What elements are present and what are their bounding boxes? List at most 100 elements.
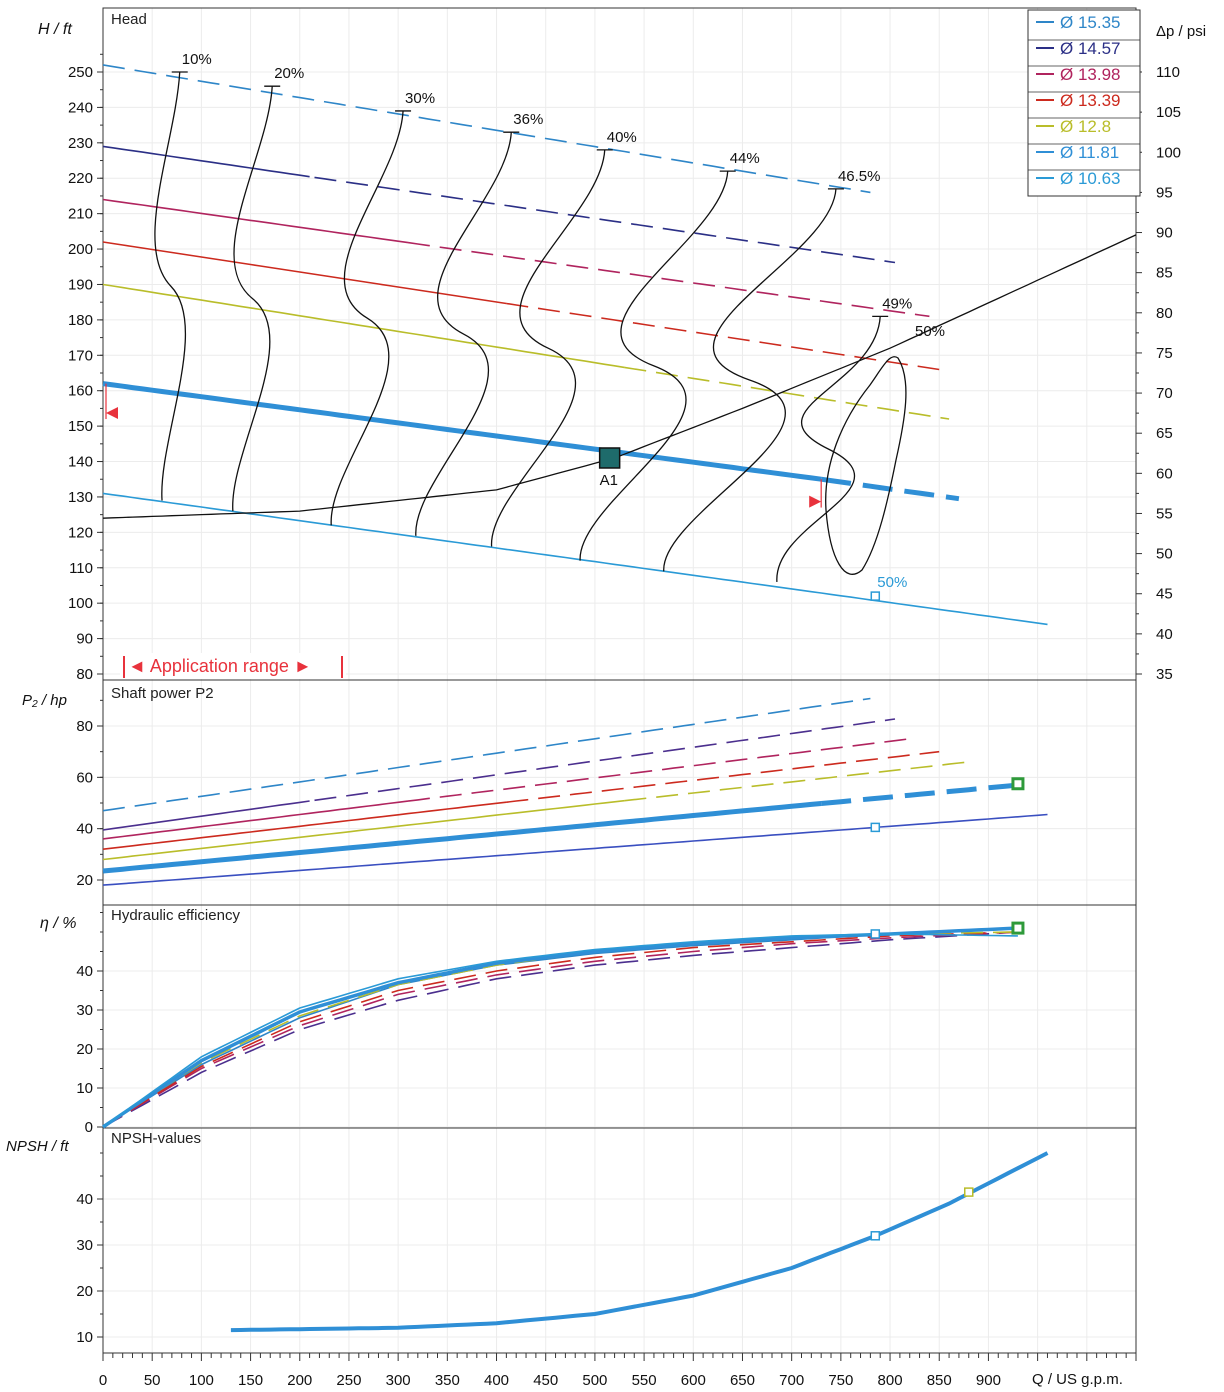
x-tick-label: 100	[189, 1372, 214, 1389]
head-curve-solid	[102, 241, 507, 305]
x-tick-label: 150	[238, 1372, 263, 1389]
x-tick-label: 600	[681, 1372, 706, 1389]
efficiency-isoline	[330, 110, 404, 526]
y-tick-label: 240	[68, 99, 93, 116]
y2-tick-label: 105	[1156, 104, 1181, 121]
power-curve-dashed	[624, 761, 969, 802]
x-tick-label: 350	[435, 1372, 460, 1389]
power-curve-dashed	[314, 718, 896, 802]
power-curve-dashed	[102, 697, 871, 812]
y2-tick-label: 35	[1156, 666, 1173, 683]
y2-tick-label: 45	[1156, 586, 1173, 603]
efficiency-isoline	[776, 316, 881, 582]
npsh-bep-marker	[870, 1231, 881, 1241]
npsh-curve	[230, 1151, 1049, 1333]
x-tick-label: 800	[878, 1372, 903, 1389]
efficiency-curve	[102, 931, 1018, 1128]
x-tick-label: 900	[976, 1372, 1001, 1389]
x-tick-label: 300	[386, 1372, 411, 1389]
panel-frame	[102, 1127, 1137, 1354]
y-tick-label: 30	[76, 1002, 93, 1019]
head-curve-solid	[102, 381, 822, 482]
x-tick-label: 0	[99, 1372, 107, 1389]
y-tick-label: 10	[76, 1329, 93, 1346]
npsh-marker-yellow	[964, 1187, 974, 1197]
efficiency-isoline-label: 46.5%	[838, 168, 881, 185]
y-tick-label: 40	[76, 1191, 93, 1208]
efficiency-isoline-label: 49%	[882, 295, 912, 312]
x-tick-label: 250	[336, 1372, 361, 1389]
head-curve-dashed	[506, 302, 940, 371]
x-tick-label: 700	[779, 1372, 804, 1389]
y-tick-label: 180	[68, 312, 93, 329]
legend-item-label: Ø 11.81	[1060, 143, 1119, 162]
y2-tick-label: 75	[1156, 345, 1173, 362]
power-curve-solid	[102, 801, 822, 874]
efficiency-isoline	[415, 132, 512, 536]
power-curve-dashed	[820, 782, 1019, 806]
y-tick-label: 20	[76, 1283, 93, 1300]
series-layer	[102, 64, 1137, 1333]
y-tick-label: 250	[68, 64, 93, 81]
axis-layer: 8090100110120130140150160170180190200210…	[68, 51, 1181, 1389]
y-tick-label: 90	[76, 631, 93, 648]
y2-tick-label: 110	[1156, 64, 1180, 81]
power-bep-marker	[870, 822, 881, 833]
y-tick-label: 210	[68, 206, 93, 223]
efficiency-curve	[102, 927, 1018, 1128]
y2-tick-label: 80	[1156, 305, 1173, 322]
efficiency-50-loop	[825, 356, 907, 575]
x-tick-label: 50	[144, 1372, 161, 1389]
y-tick-label: 60	[76, 769, 93, 786]
efficiency-curve	[102, 931, 1018, 1128]
efficiency-isoline-label: 20%	[274, 65, 304, 82]
efficiency-isoline	[154, 71, 186, 501]
y2-tick-label: 70	[1156, 385, 1173, 402]
head-curve-dashed	[314, 176, 896, 264]
y2-tick-label: 100	[1156, 144, 1181, 161]
power-curve-solid	[102, 800, 310, 831]
efficiency-isoline-label: 40%	[607, 129, 637, 146]
efficiency-end-marker	[1011, 921, 1025, 935]
x-tick-label: 450	[533, 1372, 558, 1389]
y-tick-label: 190	[68, 276, 93, 293]
y-tick-label: 200	[68, 241, 93, 258]
y-tick-label: 10	[76, 1080, 93, 1097]
head-panel-title: Head	[111, 11, 147, 28]
head-curve-solid	[102, 145, 310, 178]
power-panel-title: Shaft power P2	[111, 685, 214, 702]
efficiency-isoline-label: 10%	[182, 51, 212, 68]
y-tick-label: 100	[68, 595, 93, 612]
head-curve-dashed	[407, 241, 930, 318]
application-range-label: ◄ Application range ►	[128, 656, 312, 676]
y-tick-label: 110	[69, 560, 93, 577]
y-tick-label: 20	[76, 1041, 93, 1058]
y2-tick-label: 55	[1156, 505, 1173, 522]
x-tick-label: 400	[484, 1372, 509, 1389]
panel-frame	[102, 904, 1137, 1129]
efficiency-isoline-label: 30%	[405, 90, 435, 107]
pressure-y2-axis-label: Δp / psi	[1156, 23, 1206, 40]
efficiency-y-axis-label: η / %	[40, 915, 76, 932]
npsh-y-axis-label: NPSH / ft	[6, 1138, 69, 1155]
head-y-axis-label: H / ft	[38, 21, 72, 38]
y-tick-label: 80	[76, 666, 93, 683]
legend-item-label: Ø 10.63	[1060, 169, 1121, 188]
efficiency-bep-marker	[870, 929, 881, 939]
y2-tick-label: 95	[1156, 184, 1173, 201]
y-tick-label: 170	[68, 347, 93, 364]
efficiency-isoline	[490, 149, 606, 547]
legend-item-label: Ø 14.57	[1060, 39, 1121, 58]
bep-marker	[870, 591, 881, 601]
y-tick-label: 30	[76, 1237, 93, 1254]
y-tick-label: 40	[76, 963, 93, 980]
y2-tick-label: 40	[1156, 626, 1173, 643]
x-tick-label: 200	[287, 1372, 312, 1389]
x-tick-label: 850	[927, 1372, 952, 1389]
efficiency-isoline-label: 44%	[730, 150, 760, 167]
y-tick-label: 140	[68, 454, 93, 471]
range-start-arrow	[106, 407, 118, 420]
y-tick-label: 150	[68, 418, 93, 435]
